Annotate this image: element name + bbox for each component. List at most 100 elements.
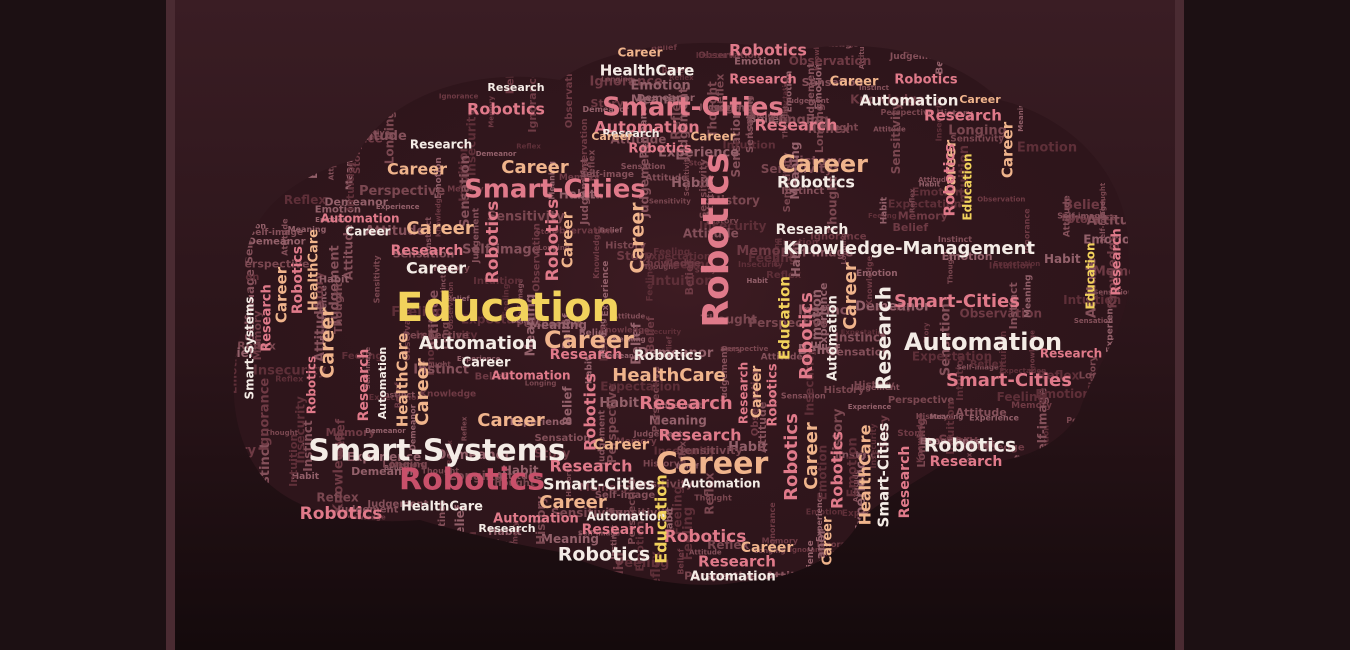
filler-word: Attitude: [237, 187, 250, 238]
filler-word: Meaning: [1057, 518, 1110, 531]
filler-word: Feeling: [671, 486, 685, 535]
keyword-research: Research: [698, 553, 776, 571]
keyword-robotics: Robotics: [729, 41, 807, 60]
filler-word: Knowledge: [924, 436, 968, 444]
keyword-career: Career: [627, 202, 649, 274]
keyword-research: Research: [356, 349, 372, 422]
filler-word: Belief: [676, 548, 685, 574]
filler-word: Story: [695, 267, 717, 275]
filler-word: History: [916, 412, 949, 421]
filler-word: Emotion: [810, 289, 825, 349]
filler-word: Reflex: [965, 555, 979, 597]
keyword-smart-systems: Smart-Systems: [308, 434, 566, 469]
filler-word: Attitude: [1085, 257, 1100, 318]
filler-word: Attitude: [489, 568, 497, 601]
filler-word: Sensitivity: [950, 134, 1004, 144]
keyword-research: Research: [897, 446, 913, 519]
filler-word: Knowledge: [916, 413, 925, 463]
filler-word: Longing: [754, 547, 786, 555]
keyword-automation: Automation: [419, 333, 538, 354]
filler-word: Habit: [789, 240, 803, 277]
filler-word: Observation: [960, 307, 1043, 321]
filler-word: Meaning: [275, 134, 284, 173]
filler-word: Emotion: [343, 55, 389, 66]
filler-word: Emotion: [230, 487, 272, 497]
filler-word: Sensitivity: [487, 210, 565, 225]
filler-word: Memory: [762, 536, 799, 545]
filler-word: Attitude: [313, 301, 328, 362]
filler-word: Feeling: [748, 251, 797, 265]
filler-word: Belief: [238, 130, 249, 163]
filler-word: Expectation: [362, 539, 436, 552]
filler-word: Sensation: [828, 346, 890, 359]
filler-word: Experience: [815, 492, 824, 542]
filler-word: Perspective: [441, 537, 514, 550]
filler-word: Sensitivity: [677, 444, 743, 457]
keyword-research: Research: [550, 347, 623, 363]
filler-word: Perspective: [627, 478, 638, 545]
keyword-robotics: Robotics: [941, 143, 959, 216]
filler-word: Emotion: [1094, 509, 1103, 546]
filler-word: Expectation: [993, 260, 1040, 268]
filler-word: Belief: [511, 317, 535, 325]
filler-word: Self-image: [272, 126, 314, 134]
filler-word: Attitude: [226, 118, 277, 131]
keyword-robotics: Robotics: [300, 504, 383, 524]
filler-word: Demeanor: [855, 300, 931, 315]
filler-word: History: [534, 496, 548, 545]
filler-word: History: [831, 408, 846, 462]
filler-word: Experience: [920, 437, 982, 448]
keyword-research: Research: [478, 522, 535, 535]
filler-word: Ignorance: [1062, 213, 1119, 224]
keyword-smart-cities: Smart-Cities: [543, 475, 655, 494]
filler-word: Memory: [251, 310, 264, 360]
filler-word: History: [1089, 355, 1099, 392]
keyword-robotics: Robotics: [924, 435, 1017, 457]
filler-word: Belief: [1102, 417, 1138, 430]
filler-word: Knowledge: [958, 514, 1033, 528]
filler-word: Perspective: [1041, 73, 1088, 81]
filler-word: Intuition: [722, 138, 775, 151]
filler-word: Perspective: [684, 570, 757, 583]
filler-word: Habit: [728, 440, 768, 455]
filler-word: Belief: [651, 43, 677, 52]
filler-word: Instinct: [938, 235, 972, 244]
filler-word: Thought: [265, 429, 299, 437]
filler-word: Perspective: [517, 319, 584, 330]
filler-word: History: [565, 468, 573, 497]
filler-word: Demeanor: [977, 511, 1047, 525]
filler-word: Sensation: [1074, 317, 1113, 325]
filler-word: Expectation: [1087, 479, 1095, 526]
filler-word: Story: [897, 429, 924, 439]
filler-word: Emotion: [1083, 232, 1139, 246]
filler-word: Insecurity: [867, 304, 913, 313]
filler-word: Emotion: [205, 205, 256, 218]
filler-word: Story: [534, 446, 571, 460]
filler-word: Habit: [585, 356, 595, 384]
filler-word: Demeanor: [1082, 501, 1123, 509]
filler-word: Knowledge: [639, 258, 702, 269]
filler-word: Expectation: [332, 534, 419, 549]
filler-word: Sensitivity: [698, 158, 709, 218]
keyword-robotics: Robotics: [766, 363, 781, 427]
filler-word: Sensitivity: [889, 102, 903, 174]
filler-word: Reflex: [597, 323, 610, 362]
filler-word: Insecurity: [738, 260, 784, 269]
filler-word: Self-image: [957, 363, 999, 371]
filler-word: Meaning: [529, 318, 587, 332]
filler-word: Emotion: [434, 157, 444, 199]
keyword-research: Research: [1040, 347, 1102, 361]
filler-word: Sensitivity: [608, 506, 674, 519]
keyword-education: Education: [961, 153, 975, 220]
keyword-healthcare: HealthCare: [856, 424, 875, 525]
filler-word: Sensation: [939, 303, 954, 376]
filler-word: Belief: [215, 346, 255, 360]
filler-word: Attitude: [645, 173, 687, 183]
keyword-robotics: Robotics: [399, 463, 545, 498]
filler-word: Perspective: [748, 316, 828, 330]
keyword-robotics: Robotics: [483, 201, 503, 284]
filler-word: Perspective: [403, 331, 470, 342]
filler-word: Belief: [676, 463, 700, 471]
filler-word: Reflex: [225, 53, 261, 64]
keyword-education: Education: [396, 285, 620, 331]
